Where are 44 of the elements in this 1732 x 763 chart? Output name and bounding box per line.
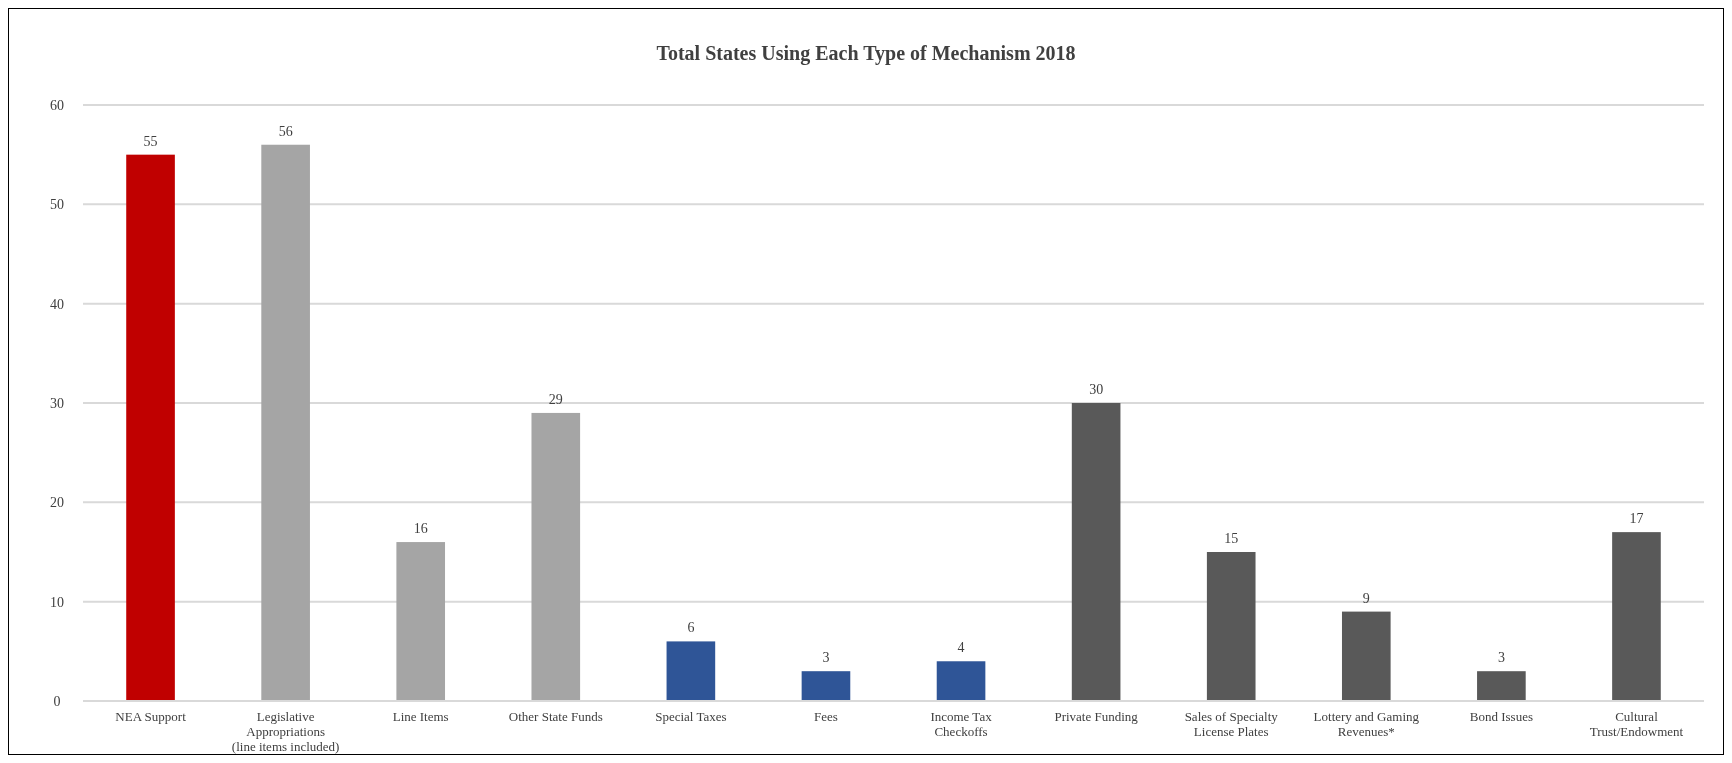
x-tick-label: NEA Support <box>115 709 187 724</box>
data-label: 29 <box>548 391 563 407</box>
y-tick-label: 50 <box>50 197 64 213</box>
x-tick-label: Cultural Trust/Endowment <box>1589 709 1684 739</box>
bar <box>396 542 446 701</box>
data-label: 4 <box>957 640 965 656</box>
data-label: 15 <box>1224 531 1239 546</box>
x-tick-label: Line Items <box>392 709 449 724</box>
chart-title: Total States Using Each Type of Mechanism 2018 <box>656 42 1076 65</box>
x-tick-label: Other State Funds <box>508 709 603 724</box>
data-label: 3 <box>1497 650 1505 666</box>
bar <box>1071 403 1121 701</box>
y-tick-label: 10 <box>50 594 64 610</box>
x-tick-label: Legislative Appropriations (line items included) <box>231 709 340 754</box>
bar <box>801 671 851 701</box>
x-tick-label: Lottery and Gaming Revenues* <box>1313 709 1420 739</box>
data-label: 6 <box>687 620 695 636</box>
bar <box>531 412 581 701</box>
bar <box>1477 671 1526 701</box>
data-label: 16 <box>413 521 428 537</box>
data-label: 56 <box>278 123 293 139</box>
x-tick-label: Sales of Specialty License Plates <box>1184 709 1279 739</box>
x-tick-label: Bond Issues <box>1469 709 1533 724</box>
bar <box>1341 611 1391 701</box>
data-label: 3 <box>822 650 830 666</box>
bar <box>666 641 716 701</box>
data-label: 30 <box>1089 382 1104 397</box>
bar <box>936 661 986 701</box>
x-tick-label: Special Taxes <box>655 709 727 724</box>
bar <box>126 154 175 701</box>
data-label: 55 <box>143 133 158 149</box>
y-tick-label: 40 <box>50 296 64 312</box>
data-label: 17 <box>1629 511 1644 527</box>
x-tick-label: Fees <box>814 709 838 724</box>
y-tick-label: 60 <box>50 98 64 113</box>
x-tick-label: Income Tax Checkoffs <box>930 709 993 739</box>
y-tick-label: 30 <box>50 396 64 411</box>
data-label: 9 <box>1362 590 1370 606</box>
x-tick-label: Private Funding <box>1054 709 1139 724</box>
y-tick-label: 0 <box>53 694 61 709</box>
bar <box>1206 552 1256 701</box>
bar <box>261 144 310 701</box>
bar <box>1612 532 1661 701</box>
y-tick-label: 20 <box>50 495 64 511</box>
